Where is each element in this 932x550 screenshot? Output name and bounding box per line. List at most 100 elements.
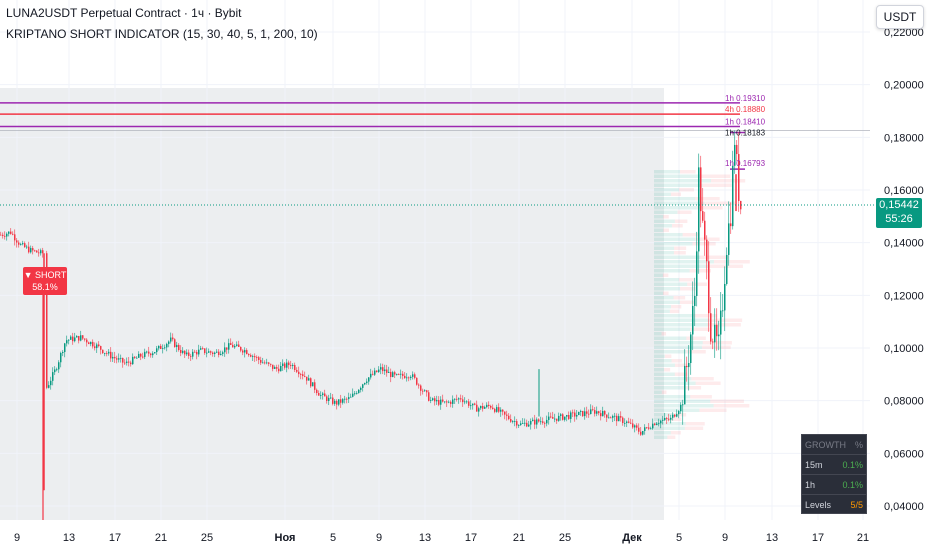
candle-body: [330, 397, 332, 399]
candle-body: [38, 252, 40, 254]
candle-body: [488, 404, 490, 406]
candle-body: [214, 352, 216, 354]
candle-body: [650, 428, 652, 430]
candle-body: [54, 369, 56, 373]
time-axis[interactable]: 9 13 17 21 25 Ноя 5 9 13 17 21 25 Дек 5 9 13 17 21: [14, 532, 869, 544]
profile-bar: [654, 354, 665, 358]
candle-body: [712, 341, 714, 343]
candle-body: [326, 396, 328, 401]
candle-body: [212, 352, 214, 354]
profile-bar: [678, 278, 694, 282]
profile-bar: [654, 197, 696, 201]
level-label: 1h 0.18183: [725, 129, 766, 138]
candle-body: [352, 393, 354, 397]
profile-bar: [696, 206, 723, 210]
candle-body: [186, 352, 188, 355]
candle-body: [348, 397, 350, 400]
candle-body: [590, 409, 592, 415]
price-axis[interactable]: 0,22000 0,20000 0,18000 0,16000 0,14000 0,120…: [884, 27, 924, 513]
candle-body: [360, 387, 362, 390]
candle-body: [582, 410, 584, 417]
candle-body: [622, 417, 624, 424]
candle-body: [84, 338, 86, 340]
candle-body: [334, 400, 336, 404]
growth-row-levels: Levels 5/5: [802, 495, 866, 514]
candle-body: [152, 353, 154, 356]
candle-body: [430, 400, 432, 401]
candle-body: [102, 349, 104, 354]
candle-body: [162, 348, 164, 349]
candle-body: [300, 374, 302, 375]
candle-body: [656, 423, 658, 426]
candle-body: [166, 343, 168, 348]
candle-body: [96, 344, 98, 349]
candle-body: [630, 422, 632, 424]
profile-bar: [680, 170, 696, 174]
candle-body: [336, 400, 338, 405]
profile-bar: [654, 332, 662, 336]
candle-body: [50, 380, 52, 386]
price-tick: 0,20000: [884, 80, 924, 92]
chart-title: LUNA2USDT Perpetual Contract · 1ч · Bybi…: [6, 6, 242, 20]
candle-body: [504, 411, 506, 415]
time-tick: Ноя: [275, 532, 296, 544]
candle-body: [6, 233, 8, 237]
candle-body: [310, 378, 312, 387]
candle-body: [556, 418, 558, 421]
profile-bar: [654, 273, 663, 277]
profile-bar: [654, 287, 681, 291]
candle-body: [438, 399, 440, 405]
currency-button[interactable]: USDT: [876, 5, 924, 29]
profile-bar: [695, 381, 721, 385]
candle-body: [640, 431, 642, 435]
candle-body: [146, 351, 148, 353]
candle-body: [460, 398, 462, 400]
candle-body: [572, 412, 574, 414]
candle-body: [422, 390, 424, 392]
candle-body: [258, 357, 260, 360]
candle-body: [386, 369, 388, 373]
price-tick: 0,06000: [884, 448, 924, 460]
profile-bar: [654, 395, 691, 399]
candle-body: [142, 356, 144, 358]
indicator-zone: [0, 88, 664, 520]
candle-body: [416, 377, 418, 385]
candle-body: [398, 374, 400, 375]
candle-body: [592, 409, 594, 411]
candle-body: [324, 393, 326, 397]
candle-body: [612, 415, 614, 418]
candle-body: [48, 385, 50, 388]
price-tick: 0,18000: [884, 132, 924, 144]
candle-body: [116, 358, 118, 360]
candle-body: [308, 378, 310, 381]
candle-body: [238, 344, 240, 347]
candle-body: [508, 415, 510, 420]
profile-bar: [671, 305, 682, 309]
candle-body: [662, 419, 664, 421]
candle-body: [32, 248, 34, 251]
candle-body: [90, 341, 92, 345]
profile-bar: [677, 210, 692, 214]
profile-bar: [669, 309, 680, 313]
price-tick: 0,04000: [884, 501, 924, 513]
candle-body: [668, 418, 670, 420]
candle-body: [550, 416, 552, 418]
profile-bar: [674, 246, 687, 250]
candle-body: [76, 335, 78, 338]
indicator-title[interactable]: KRIPTANO SHORT INDICATOR (15, 30, 40, 5,…: [6, 27, 318, 41]
candle-body: [306, 376, 308, 381]
candle-body: [318, 392, 320, 396]
profile-bar: [701, 345, 731, 349]
profile-bar: [654, 251, 674, 255]
candle-body: [128, 361, 130, 363]
candle-body: [284, 363, 286, 368]
candle-body: [520, 423, 522, 425]
candle-body: [510, 419, 512, 422]
candle-body: [620, 416, 622, 418]
profile-bar: [692, 242, 716, 246]
growth-row-label: 15m: [805, 459, 823, 470]
candle-body: [480, 406, 482, 409]
candle-body: [670, 417, 672, 420]
candle-body: [730, 223, 732, 227]
